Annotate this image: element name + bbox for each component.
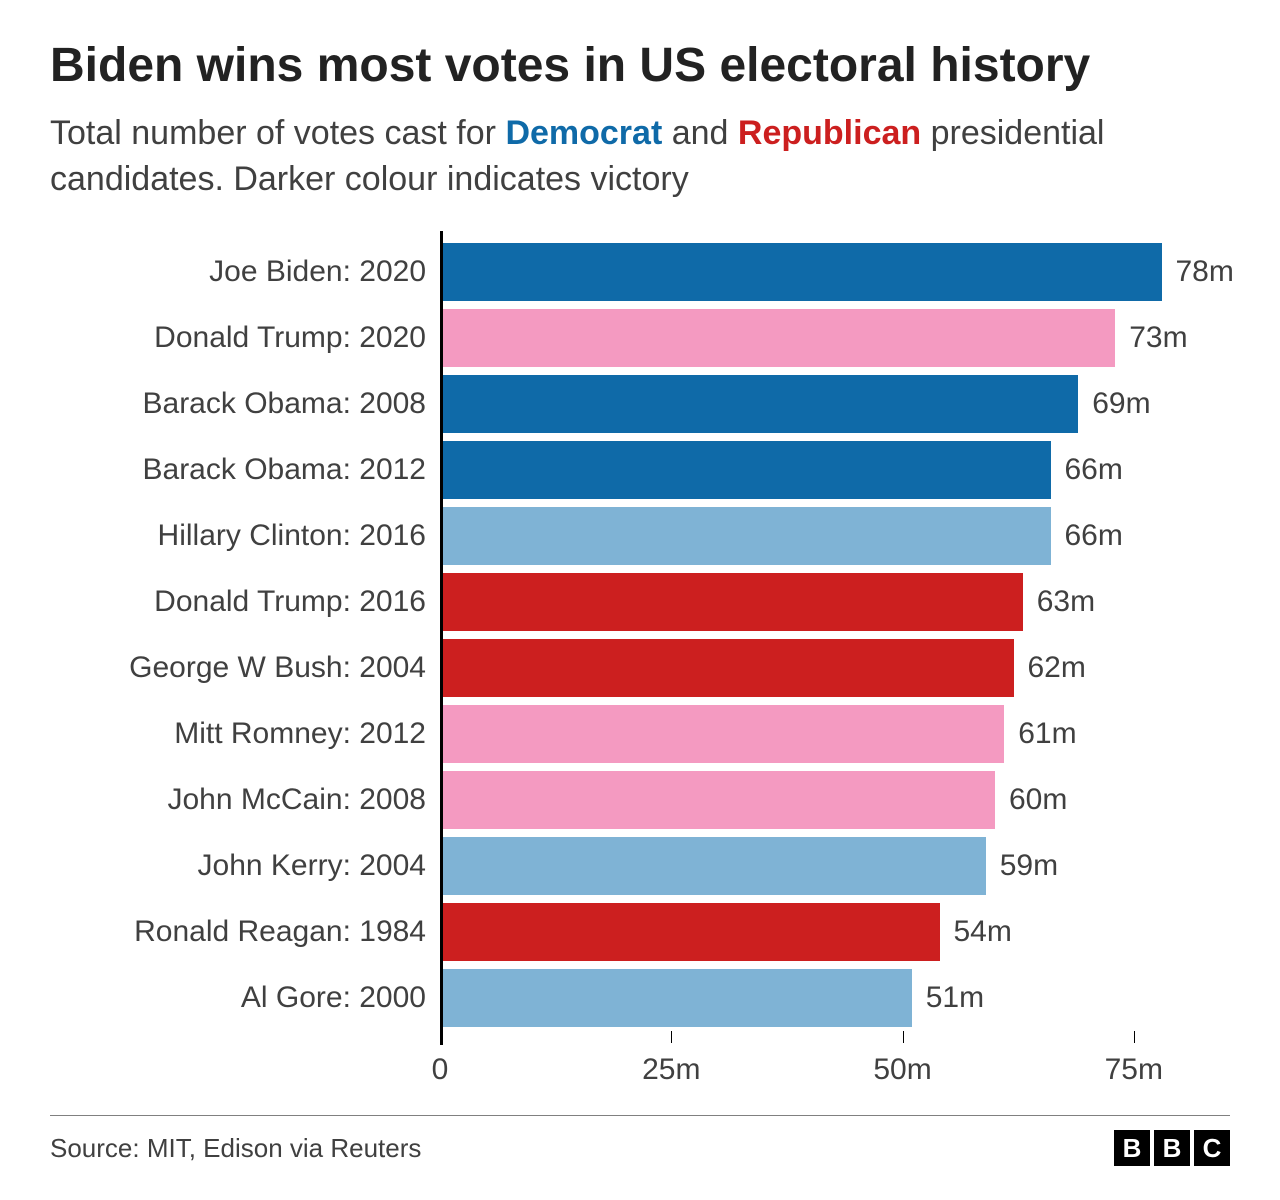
subtitle-democrat: Democrat [505,114,662,152]
bar-area: 69m [440,371,1230,437]
bar [440,309,1115,367]
x-tick-label: 25m [642,1053,700,1087]
x-axis-ticks: 025m50m75m [440,1045,1180,1105]
bar-label: Hillary Clinton: 2016 [50,519,440,553]
chart-footer: Source: MIT, Edison via Reuters BBC [50,1115,1230,1166]
bar-area: 78m [440,239,1230,305]
bar-area: 66m [440,503,1230,569]
source-text: Source: MIT, Edison via Reuters [50,1133,421,1164]
bar-value: 78m [1176,255,1234,289]
bar-value: 59m [1000,849,1058,883]
chart-container: Biden wins most votes in US electoral hi… [0,0,1280,1200]
bar-label: Al Gore: 2000 [50,981,440,1015]
bar-area: 62m [440,635,1230,701]
x-tick-mark [1134,1031,1135,1043]
subtitle-text-pre: Total number of votes cast for [50,114,505,152]
bar-area: 61m [440,701,1230,767]
bar-area: 54m [440,899,1230,965]
bar-label: Mitt Romney: 2012 [50,717,440,751]
bbc-logo-box: C [1194,1130,1230,1166]
chart-row: George W Bush: 2004 62m [50,635,1230,701]
bar-value: 51m [926,981,984,1015]
bar-value: 60m [1009,783,1067,817]
chart-row: Donald Trump: 2016 63m [50,569,1230,635]
chart-row: Ronald Reagan: 1984 54m [50,899,1230,965]
bar-area: 60m [440,767,1230,833]
bar-value: 54m [954,915,1012,949]
bar [440,507,1051,565]
footer-row: Source: MIT, Edison via Reuters BBC [50,1130,1230,1166]
bar-value: 69m [1092,387,1150,421]
x-tick-mark [903,1031,904,1043]
bbc-logo-box: B [1114,1130,1150,1166]
subtitle-republican: Republican [738,114,921,152]
bar [440,969,912,1027]
chart-title: Biden wins most votes in US electoral hi… [50,40,1230,93]
x-tick-label: 50m [873,1053,931,1087]
bar [440,771,995,829]
bar-value: 73m [1129,321,1187,355]
bar-area: 63m [440,569,1230,635]
bar-value: 66m [1065,453,1123,487]
bar-label: Ronald Reagan: 1984 [50,915,440,949]
y-axis-line [440,231,443,1045]
footer-divider [50,1115,1230,1116]
chart-row: Barack Obama: 2008 69m [50,371,1230,437]
chart-row: Hillary Clinton: 2016 66m [50,503,1230,569]
bar [440,441,1051,499]
bar-label: George W Bush: 2004 [50,651,440,685]
bar [440,573,1023,631]
chart-row: Al Gore: 2000 51m [50,965,1230,1031]
bar-area: 73m [440,305,1230,371]
bar-label: John Kerry: 2004 [50,849,440,883]
bar-chart: Joe Biden: 202078mDonald Trump: 202073mB… [50,239,1230,1105]
subtitle-text-mid: and [662,114,738,152]
chart-subtitle: Total number of votes cast for Democrat … [50,111,1230,203]
chart-row: Mitt Romney: 2012 61m [50,701,1230,767]
bar-area: 59m [440,833,1230,899]
chart-row: John Kerry: 2004 59m [50,833,1230,899]
x-tick-label: 75m [1105,1053,1163,1087]
bar-value: 61m [1018,717,1076,751]
bar-value: 66m [1065,519,1123,553]
x-tick-label: 0 [432,1053,449,1087]
bbc-logo-box: B [1154,1130,1190,1166]
bar [440,837,986,895]
bar-label: Barack Obama: 2012 [50,453,440,487]
bbc-logo: BBC [1114,1130,1230,1166]
bar-area: 51m [440,965,1230,1031]
chart-row: John McCain: 2008 60m [50,767,1230,833]
bar [440,639,1014,697]
bar-value: 63m [1037,585,1095,619]
bar-label: Barack Obama: 2008 [50,387,440,421]
bar [440,903,940,961]
bar [440,375,1078,433]
bar-value: 62m [1028,651,1086,685]
bar [440,243,1162,301]
bar-area: 66m [440,437,1230,503]
bar [440,705,1004,763]
bar-label: Donald Trump: 2016 [50,585,440,619]
bar-label: Joe Biden: 2020 [50,255,440,289]
bar-label: Donald Trump: 2020 [50,321,440,355]
bar-label: John McCain: 2008 [50,783,440,817]
chart-row: Joe Biden: 202078m [50,239,1230,305]
x-tick-mark [671,1031,672,1043]
chart-row: Donald Trump: 2020 73m [50,305,1230,371]
chart-row: Barack Obama: 2012 66m [50,437,1230,503]
